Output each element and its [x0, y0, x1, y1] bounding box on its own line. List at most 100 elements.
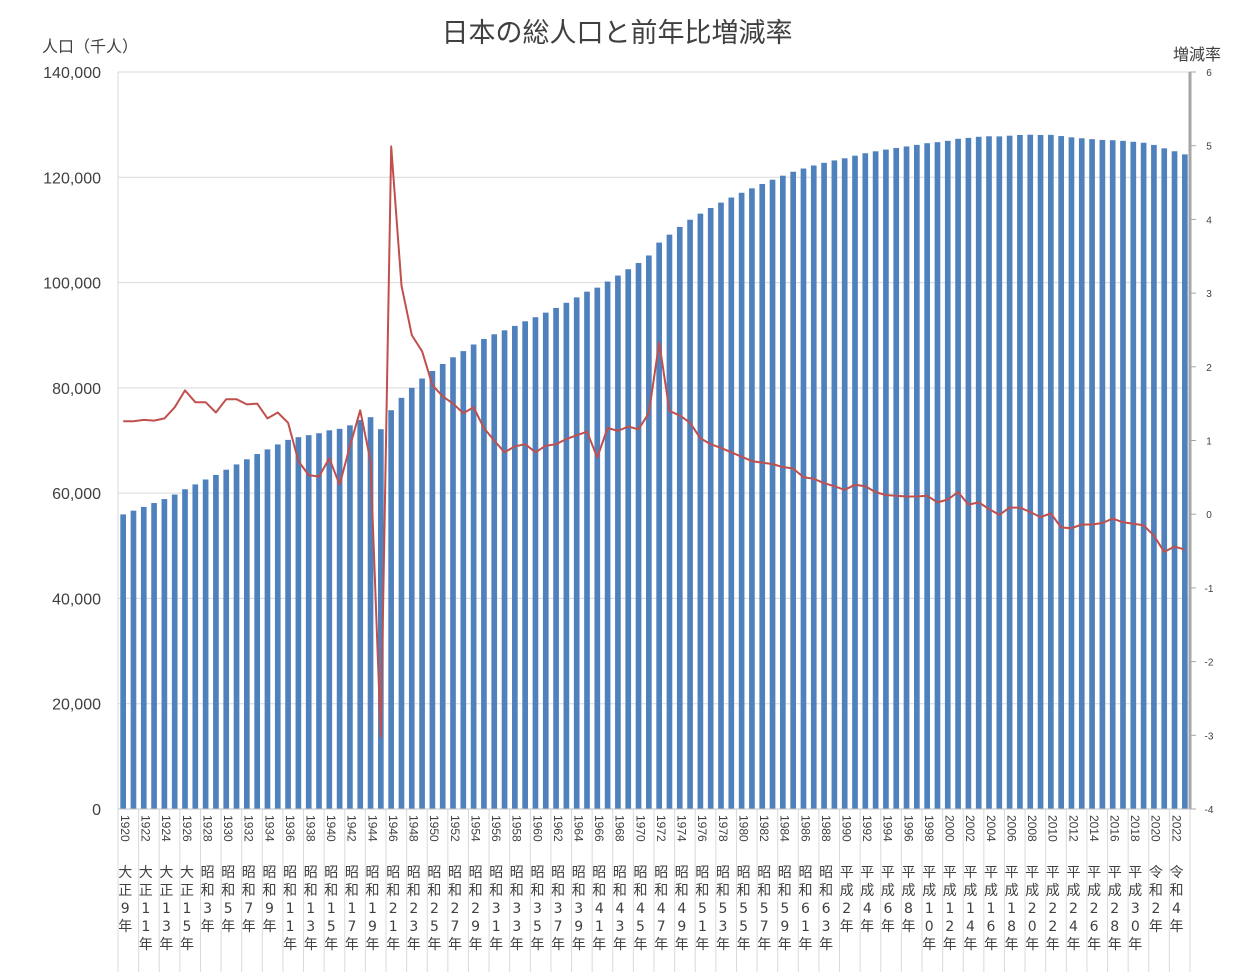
x-tick-label: 1972	[654, 815, 668, 842]
population-bar	[769, 179, 776, 810]
population-bar	[182, 489, 188, 809]
x-tick-label: 1930	[221, 815, 235, 842]
population-bar	[996, 136, 1003, 809]
x-tick-label: 2002	[963, 815, 977, 842]
x-tick-label: 1928	[200, 815, 214, 842]
y2-tick-label: 2	[1206, 363, 1212, 374]
population-bar	[800, 168, 807, 809]
population-bar	[171, 494, 178, 809]
x-tick-label: 1940	[324, 815, 338, 842]
x-tick-label: 1996	[901, 815, 915, 842]
x-tick-label: 2016	[1108, 815, 1122, 842]
era-label: 昭和 5 3 年	[716, 865, 730, 953]
x-tick-label: 1956	[489, 815, 503, 842]
population-bar	[687, 219, 693, 810]
population-bar	[264, 449, 271, 809]
population-bar	[986, 136, 992, 809]
population-bar	[347, 425, 353, 809]
era-label: 昭和 5 5 年	[737, 865, 751, 953]
right-axis: 6 5 4 3 2 1 0 -1 -2 -3 -4	[1188, 68, 1214, 816]
population-bar	[213, 474, 219, 809]
population-bar	[388, 410, 394, 809]
population-bar	[944, 140, 951, 810]
population-bar	[625, 269, 632, 809]
population-bar	[965, 137, 972, 810]
x-tick-label: 2022	[1169, 815, 1183, 842]
era-label: 昭和 2 7 年	[448, 865, 462, 953]
era-label: 昭和 5 年	[221, 865, 235, 935]
x-tick-label: 1970	[633, 815, 647, 842]
y-tick-label: 20,000	[52, 697, 101, 714]
population-bar	[140, 506, 147, 809]
x-tick-label: 1982	[757, 815, 771, 842]
era-label: 昭和 2 1 年	[386, 865, 400, 953]
population-bar	[604, 281, 611, 809]
x-tick-label: 1938	[304, 815, 318, 842]
x-tick-label: 1936	[283, 815, 297, 842]
population-bar	[738, 192, 745, 810]
population-bar	[1109, 140, 1116, 810]
era-label: 昭和 2 9 年	[469, 865, 483, 953]
era-label: 昭和 4 3 年	[613, 865, 627, 953]
y2-tick-label: 5	[1206, 142, 1212, 153]
population-bar	[1099, 139, 1106, 809]
era-label: 大正 1 1 年	[139, 865, 153, 953]
y-tick-label: 120,000	[43, 170, 101, 187]
era-label: 昭和 2 3 年	[407, 865, 421, 953]
population-bar	[1027, 134, 1034, 809]
population-bar	[367, 417, 374, 809]
population-bar	[862, 153, 869, 810]
right-axis-title: 増減率	[1173, 45, 1221, 64]
era-label: 昭和 1 5 年	[324, 865, 338, 953]
population-bar	[841, 158, 848, 810]
era-label: 平成 1 8 年	[1005, 865, 1019, 953]
x-tick-label: 2000	[943, 815, 957, 842]
x-tick-label: 1944	[365, 815, 379, 842]
y2-tick-label: -3	[1205, 731, 1214, 742]
population-bar	[233, 464, 240, 809]
x-tick-label: 1926	[180, 815, 194, 842]
x-tick-label: 1962	[551, 815, 565, 842]
population-bar	[584, 291, 590, 809]
x-tick-label: 1924	[159, 815, 173, 842]
y2-tick-label: -2	[1205, 658, 1214, 669]
era-label: 昭和 3 5 年	[531, 865, 545, 953]
population-bar	[285, 439, 291, 809]
era-label: 平成 6 年	[881, 865, 895, 935]
era-label: 令和 4 年	[1170, 865, 1184, 935]
population-bar	[439, 363, 446, 809]
era-label: 平成 4 年	[860, 865, 874, 935]
population-bar	[553, 307, 559, 809]
population-bar	[903, 146, 910, 809]
era-label: 大正 1 3 年	[159, 865, 173, 953]
y2-tick-label: 6	[1206, 68, 1212, 79]
population-bar	[883, 149, 889, 810]
population-bar	[326, 430, 333, 809]
population-bar	[893, 147, 900, 810]
y2-tick-label: -4	[1205, 805, 1214, 816]
x-tick-label: 1948	[407, 815, 421, 842]
x-tick-label: 1986	[798, 815, 812, 842]
era-label: 平成 2 年	[840, 865, 854, 935]
growth-rate-line	[123, 145, 1186, 738]
population-bar	[244, 459, 250, 809]
x-tick-label: 1958	[510, 815, 524, 842]
era-label: 平成 2 6 年	[1087, 865, 1101, 953]
population-bar	[512, 325, 518, 809]
population-bar	[1017, 134, 1023, 810]
x-tick-label: 2018	[1128, 815, 1142, 842]
population-bar	[398, 397, 405, 809]
population-bar	[450, 357, 456, 809]
x-tick-label: 1932	[242, 815, 256, 842]
era-label: 昭和 3 3 年	[510, 865, 524, 953]
population-bar	[460, 351, 467, 809]
x-tick-label: 2006	[1004, 815, 1018, 842]
era-label: 昭和 6 1 年	[799, 865, 813, 953]
population-bar	[1089, 139, 1095, 809]
population-bar	[872, 151, 879, 810]
left-axis-ticks: 140,000 120,000 100,000 80,000 60,000 40,000 2…	[43, 65, 101, 819]
population-bar	[1120, 140, 1126, 809]
population-bar	[1058, 136, 1064, 810]
population-bar	[542, 312, 549, 809]
